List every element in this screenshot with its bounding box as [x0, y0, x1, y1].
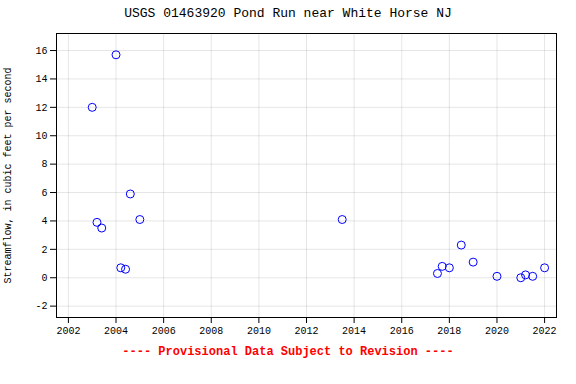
svg-text:0: 0 [41, 273, 47, 284]
svg-text:2018: 2018 [437, 326, 461, 337]
svg-text:12: 12 [35, 103, 47, 114]
svg-text:10: 10 [35, 131, 47, 142]
svg-text:2012: 2012 [294, 326, 318, 337]
svg-text:2014: 2014 [342, 326, 366, 337]
svg-text:-2: -2 [35, 301, 47, 312]
html-text:---- Provisional Data Subject: ---- Provisional Data Subject to Revisio… [122, 345, 454, 359]
svg-text:2022: 2022 [533, 326, 557, 337]
html-text:USGS 01463920 Pond Run near Wh: USGS 01463920 Pond Run near White Horse … [124, 6, 452, 21]
svg-text:2008: 2008 [199, 326, 223, 337]
svg-text:2016: 2016 [390, 326, 414, 337]
svg-text:2020: 2020 [485, 326, 509, 337]
svg-text:2004: 2004 [104, 326, 128, 337]
svg-text:2006: 2006 [152, 326, 176, 337]
svg-text:2002: 2002 [56, 326, 80, 337]
svg-text:2: 2 [41, 245, 47, 256]
svg-text:Streamflow, in cubic feet per: Streamflow, in cubic feet per second [3, 67, 14, 283]
svg-text:2010: 2010 [247, 326, 271, 337]
svg-text:14: 14 [35, 74, 47, 85]
svg-text:6: 6 [41, 188, 47, 199]
svg-text:8: 8 [41, 159, 47, 170]
svg-text:4: 4 [41, 216, 47, 227]
svg-text:16: 16 [35, 46, 47, 57]
